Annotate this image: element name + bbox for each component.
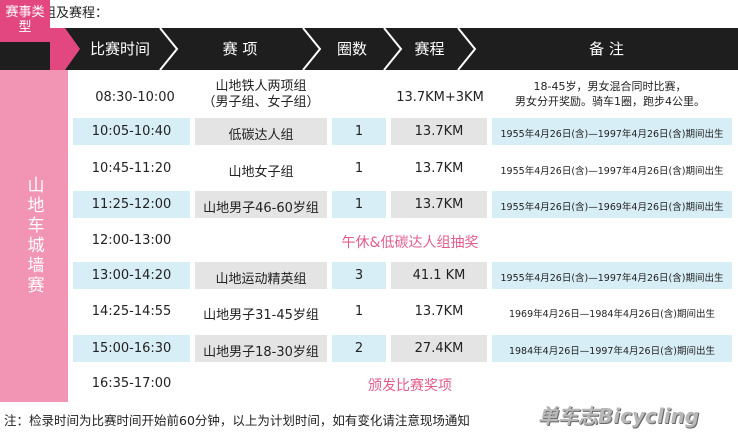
- row-event: 山地女子组: [228, 165, 294, 180]
- row-distance: 13.7KM: [414, 197, 464, 212]
- row-time: 15:00-16:30: [91, 341, 172, 356]
- header-laps: 圈数: [336, 40, 367, 58]
- row-event: 山地男子31-45岁组: [203, 308, 319, 323]
- row-distance: 13.7KM+3KM: [396, 90, 484, 105]
- row-laps: 1: [354, 124, 364, 139]
- row-event-box: [195, 335, 327, 362]
- row-note-box: [492, 335, 732, 362]
- row-time: 13:00-14:20: [91, 268, 172, 283]
- row-note: 1955年4月26日(含)—1997年4月26日(含)期间出生: [500, 166, 724, 177]
- header-event: 赛 项: [222, 40, 258, 58]
- row-event: 山地铁人两项组 （男子组、女子组）: [196, 79, 326, 111]
- row-distance-box: [391, 118, 487, 145]
- event-type-column: [0, 70, 68, 402]
- table-header-bar: [0, 28, 738, 70]
- lunch-break-label: 午休&低碳达人组抽奖: [341, 235, 479, 251]
- row-note: 1955年4月26日(含)—1969年4月26日(含)期间出生: [500, 202, 724, 213]
- row-laps-box: [332, 335, 386, 362]
- award-ceremony-label: 颁发比赛奖项: [368, 378, 452, 394]
- row-time: 10:45-11:20: [91, 161, 172, 176]
- row-distance: 41.1 KM: [412, 268, 466, 283]
- row-distance: 13.7KM: [414, 124, 464, 139]
- row-distance-box: [391, 262, 487, 289]
- header-distance: 赛程: [414, 40, 445, 58]
- row-event: 山地运动精英组: [215, 272, 307, 287]
- row-event: 低碳达人组: [228, 128, 294, 143]
- header-note: 备 注: [589, 40, 624, 58]
- footnote: 注：检录时间为比赛时间开始前60分钟，以上为计划时间，如有变化请注意现场通知: [4, 413, 470, 428]
- row-distance-box: [391, 191, 487, 218]
- row-time: 16:35-17:00: [91, 376, 172, 391]
- row-note: 1955年4月26日(含)—1997年4月26日(含)期间出生: [500, 129, 724, 140]
- row-time-box: [73, 191, 190, 218]
- row-distance: 27.4KM: [414, 341, 464, 356]
- event-type-label: 山地车城墙赛: [23, 176, 44, 296]
- row-note-box: [492, 191, 732, 218]
- row-laps: 2: [354, 341, 364, 356]
- row-laps: 1: [354, 161, 364, 176]
- row-laps: 1: [354, 304, 364, 319]
- row-time-box: [73, 335, 190, 362]
- row-laps-box: [332, 262, 386, 289]
- row-event-line1: 山地铁人两项组: [215, 79, 307, 94]
- row-time: 14:25-14:55: [91, 304, 172, 319]
- row-event-line2: （男子组、女子组）: [202, 95, 320, 110]
- row-time: 12:00-13:00: [91, 233, 172, 248]
- row-event: 山地男子46-60岁组: [203, 201, 319, 216]
- bicycling-logo: 单车志Bicycling: [538, 404, 700, 428]
- row-event-box: [195, 118, 327, 145]
- row-time-box: [73, 262, 190, 289]
- row-note-box: [492, 262, 732, 289]
- row-distance-box: [391, 335, 487, 362]
- row-laps-box: [332, 118, 386, 145]
- row-note-line1: 18-45岁，男女混合同时比赛，: [533, 80, 687, 93]
- row-laps: 3: [354, 268, 364, 283]
- row-event: 山地男子18-30岁组: [203, 345, 319, 360]
- row-laps: 1: [354, 197, 364, 212]
- row-event-box: [195, 262, 327, 289]
- row-time-box: [73, 118, 190, 145]
- row-distance: 13.7KM: [414, 161, 464, 176]
- row-note: 18-45岁，男女混合同时比赛， 男女分开奖励。骑车1圈，跑步4公里。: [490, 79, 730, 109]
- header-time: 比赛时间: [89, 40, 150, 58]
- row-note: 1955年4月26日(含)—1997年4月26日(含)期间出生: [500, 273, 724, 284]
- row-event-box: [195, 191, 327, 218]
- row-note: 1984年4月26日—1997年4月26日(含)期间出生: [508, 346, 716, 357]
- row-note: 1969年4月26日—1984年4月26日(含)期间出生: [508, 309, 716, 320]
- row-distance: 13.7KM: [414, 304, 464, 319]
- row-time: 11:25-12:00: [91, 197, 172, 212]
- row-time: 08:30-10:00: [95, 90, 175, 105]
- header-event-type: 赛事类型: [0, 0, 50, 42]
- row-laps-box: [332, 191, 386, 218]
- row-time: 10:05-10:40: [91, 124, 172, 139]
- row-note-line2: 男女分开奖励。骑车1圈，跑步4公里。: [515, 95, 705, 108]
- row-note-box: [492, 118, 732, 145]
